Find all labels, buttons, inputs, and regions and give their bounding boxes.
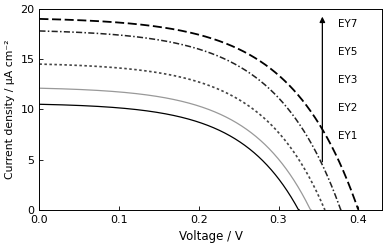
Text: EY2: EY2 (338, 103, 358, 113)
Text: EY1: EY1 (338, 131, 358, 141)
Text: EY5: EY5 (338, 47, 358, 57)
Y-axis label: Current density / μA cm⁻²: Current density / μA cm⁻² (5, 39, 15, 179)
Text: EY7: EY7 (338, 19, 358, 29)
X-axis label: Voltage / V: Voltage / V (179, 230, 243, 243)
Text: EY3: EY3 (338, 75, 358, 85)
